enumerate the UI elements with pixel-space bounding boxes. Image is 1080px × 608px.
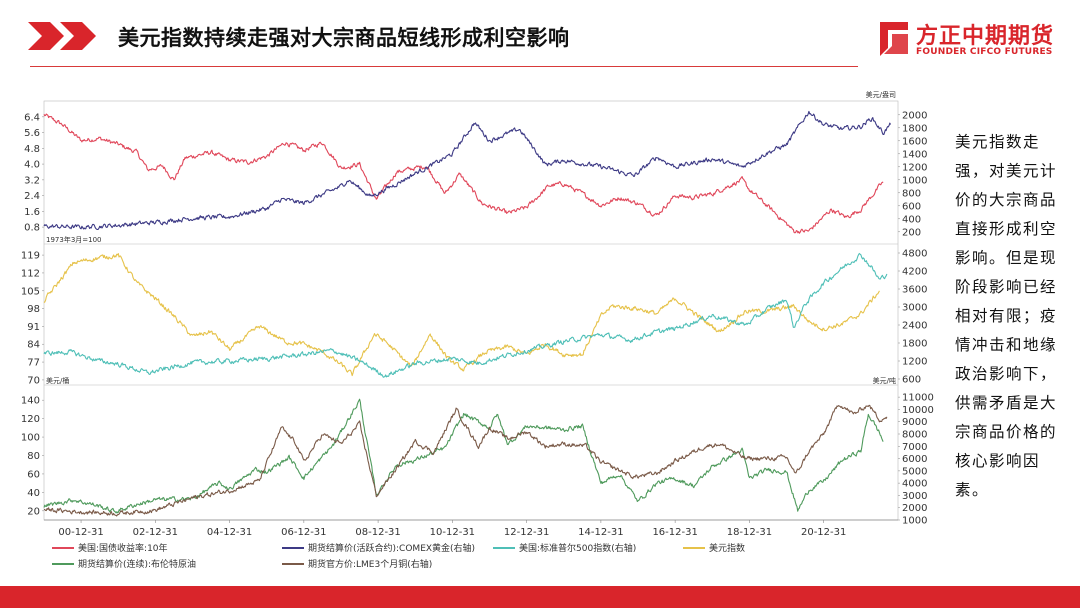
left-tick-label: 20 <box>27 506 40 517</box>
left-tick-label: 1.6 <box>24 207 40 218</box>
right-tick-label: 400 <box>902 214 921 225</box>
plot-frame <box>43 100 899 521</box>
right-tick-label: 2400 <box>902 321 927 332</box>
company-logo: 方正中期期货 FOUNDER CIFCO FUTURES <box>876 16 1076 66</box>
left-tick-label: 77 <box>27 358 40 369</box>
right-tick-label: 4000 <box>902 479 927 490</box>
right-tick-label: 1800 <box>902 339 927 350</box>
left-tick-label: 140 <box>21 396 40 407</box>
right-tick-label: 800 <box>902 188 921 199</box>
x-tick-label: 18-12-31 <box>727 527 772 538</box>
right-tick-label: 1200 <box>902 162 927 173</box>
legend-label: 期货结算价(连续):布伦特原油 <box>78 558 196 570</box>
right-tick-label: 5000 <box>902 466 927 477</box>
left-tick-label: 84 <box>27 340 40 351</box>
series-line-p3-s1 <box>43 398 884 514</box>
left-tick-label: 119 <box>21 251 40 262</box>
left-axis-note: 1973年3月=100 <box>46 235 102 244</box>
x-tick-label: 04-12-31 <box>207 527 252 538</box>
x-tick-label: 08-12-31 <box>355 527 400 538</box>
left-tick-label: 112 <box>21 268 40 279</box>
logo-chinese-text: 方正中期期货 <box>916 24 1055 49</box>
legend-label: 美国:标准普尔500指数(右轴) <box>519 542 636 554</box>
left-tick-label: 40 <box>27 488 40 499</box>
right-tick-label: 2000 <box>902 503 927 514</box>
right-tick-label: 4200 <box>902 267 927 278</box>
right-axis-unit: 美元/盎司 <box>866 90 896 99</box>
series-line-p2-s1 <box>43 253 880 377</box>
right-tick-label: 7000 <box>902 442 927 453</box>
logo-english-text: FOUNDER CIFCO FUTURES <box>916 47 1053 57</box>
right-tick-label: 3000 <box>902 491 927 502</box>
x-tick-label: 00-12-31 <box>58 527 103 538</box>
side-note-text: 美元指数走强，对美元计价的大宗商品直接形成利空影响。但是现阶段影响已经相对有限；… <box>955 133 1058 499</box>
x-tick-label: 20-12-31 <box>801 527 846 538</box>
page-title: 美元指数持续走强对大宗商品短线形成利空影响 <box>118 26 570 50</box>
left-tick-label: 3.2 <box>24 175 40 186</box>
left-tick-label: 105 <box>21 286 40 297</box>
left-tick-label: 100 <box>21 433 40 444</box>
right-tick-label: 600 <box>902 201 921 212</box>
bottom-brand-bar <box>0 586 1080 608</box>
right-tick-label: 3600 <box>902 285 927 296</box>
legend-label: 美国:国债收益率:10年 <box>78 542 168 554</box>
left-tick-label: 98 <box>27 304 40 315</box>
right-tick-label: 6000 <box>902 454 927 465</box>
right-tick-label: 11000 <box>902 393 934 404</box>
left-axis-unit: 美元/桶 <box>46 376 69 385</box>
left-tick-label: 4.0 <box>24 160 40 171</box>
header-divider <box>30 66 858 67</box>
left-tick-label: 70 <box>27 375 40 386</box>
legend-label: 期货结算价(活跃合约):COMEX黄金(右轴) <box>308 542 475 554</box>
left-tick-label: 0.8 <box>24 223 40 234</box>
right-tick-label: 3000 <box>902 303 927 314</box>
left-tick-label: 91 <box>27 322 40 333</box>
left-tick-label: 4.8 <box>24 144 40 155</box>
right-tick-label: 1800 <box>902 123 927 134</box>
right-axis-unit: 美元/吨 <box>873 376 896 385</box>
right-tick-label: 1000 <box>902 175 927 186</box>
header-chevrons <box>28 22 96 50</box>
left-tick-label: 120 <box>21 414 40 425</box>
left-tick-label: 6.4 <box>24 112 40 123</box>
x-tick-label: 12-12-31 <box>504 527 549 538</box>
series-line-p1-s2 <box>43 110 892 231</box>
series-line-p1-s1 <box>43 113 884 234</box>
x-tick-label: 06-12-31 <box>281 527 326 538</box>
right-tick-label: 10000 <box>902 405 934 416</box>
series-line-p3-s2 <box>44 404 888 517</box>
right-tick-label: 600 <box>902 375 921 386</box>
right-tick-label: 1600 <box>902 136 927 147</box>
left-tick-label: 60 <box>27 469 40 480</box>
logo-mark-icon <box>880 22 908 56</box>
right-tick-label: 1000 <box>902 516 927 527</box>
right-tick-label: 200 <box>902 227 921 238</box>
legend-label: 期货官方价:LME3个月铜(右轴) <box>308 558 432 570</box>
left-tick-label: 2.4 <box>24 191 40 202</box>
right-tick-label: 2000 <box>902 110 927 121</box>
x-tick-label: 02-12-31 <box>133 527 178 538</box>
x-tick-label: 10-12-31 <box>430 527 475 538</box>
series-line-p2-s2 <box>43 252 888 378</box>
right-tick-label: 1200 <box>902 357 927 368</box>
legend-label: 美元指数 <box>709 542 745 554</box>
left-tick-label: 80 <box>27 451 40 462</box>
combined-chart: 6.45.64.84.03.22.41.60.82000180016001400… <box>21 90 934 570</box>
right-tick-label: 4800 <box>902 249 927 260</box>
left-tick-label: 5.6 <box>24 128 40 139</box>
x-tick-label: 14-12-31 <box>578 527 623 538</box>
right-tick-label: 1400 <box>902 149 927 160</box>
x-tick-label: 16-12-31 <box>652 527 697 538</box>
right-tick-label: 8000 <box>902 430 927 441</box>
right-tick-label: 9000 <box>902 417 927 428</box>
